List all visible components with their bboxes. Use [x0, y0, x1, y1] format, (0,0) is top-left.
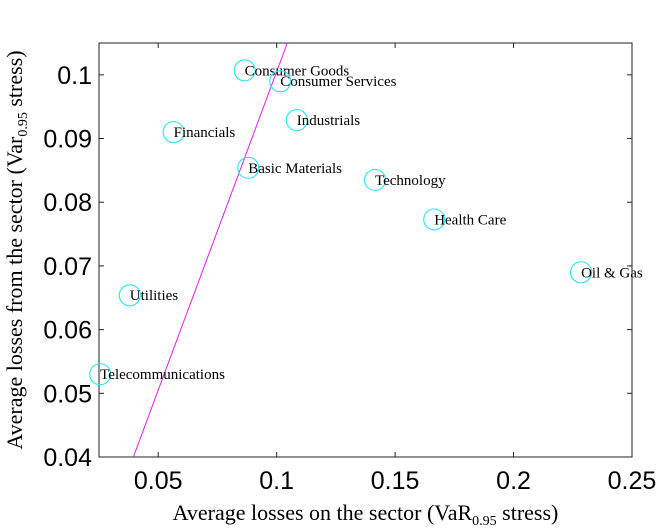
- data-point-label: Oil & Gas: [581, 265, 643, 281]
- y-tick-label: 0.05: [43, 380, 92, 408]
- data-point-marker: [569, 261, 593, 284]
- y-tick-label: 0.08: [43, 189, 92, 217]
- reference-line: [132, 43, 288, 457]
- reference-line-layer: [132, 43, 288, 457]
- ticks-layer: 0.05 0.1 0.15 0.2 0.25 0.04 0.05 0.06 0.07 0.08 0.…: [43, 43, 656, 495]
- plot-area: [98, 42, 633, 458]
- data-point-marker: [423, 208, 446, 231]
- y-tick-label: 0.04: [43, 444, 92, 472]
- data-point-marker: [89, 363, 112, 386]
- data-point-label: Telecommunications: [100, 367, 225, 383]
- data-point-label: Financials: [174, 125, 236, 141]
- y-tick-label: 0.07: [43, 253, 92, 281]
- x-axis-title: Average losses on the sector (VaR0.95 st…: [173, 500, 559, 529]
- y-tick-label: 0.09: [43, 126, 92, 154]
- y-tick-label: 0.06: [43, 317, 92, 345]
- x-tick-label: 0.05: [134, 467, 183, 495]
- data-point-label: Utilities: [130, 288, 178, 304]
- data-point-label: Industrials: [297, 113, 360, 129]
- data-point-marker: [269, 70, 292, 93]
- data-point-label: Consumer Services: [280, 74, 396, 90]
- data-point-marker: [162, 121, 185, 144]
- x-tick-label: 0.1: [259, 467, 294, 495]
- data-point-marker: [233, 59, 256, 82]
- y-axis-title: Average losses from the sector (Var0.95 …: [2, 50, 31, 449]
- data-point-marker: [285, 108, 308, 132]
- y-tick-label: 0.1: [57, 62, 92, 90]
- x-tick-label: 0.15: [371, 467, 420, 495]
- data-point-label: Basic Materials: [248, 161, 342, 177]
- data-point-label: Technology: [375, 173, 446, 189]
- data-point-marker: [237, 156, 260, 179]
- x-tick-label: 0.2: [496, 467, 531, 495]
- data-point-marker: [363, 168, 387, 192]
- data-point-label: Health Care: [434, 212, 506, 228]
- data-point-marker: [118, 284, 141, 307]
- x-tick-label: 0.25: [608, 467, 657, 495]
